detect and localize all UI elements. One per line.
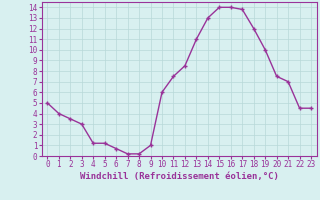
X-axis label: Windchill (Refroidissement éolien,°C): Windchill (Refroidissement éolien,°C) [80, 172, 279, 181]
